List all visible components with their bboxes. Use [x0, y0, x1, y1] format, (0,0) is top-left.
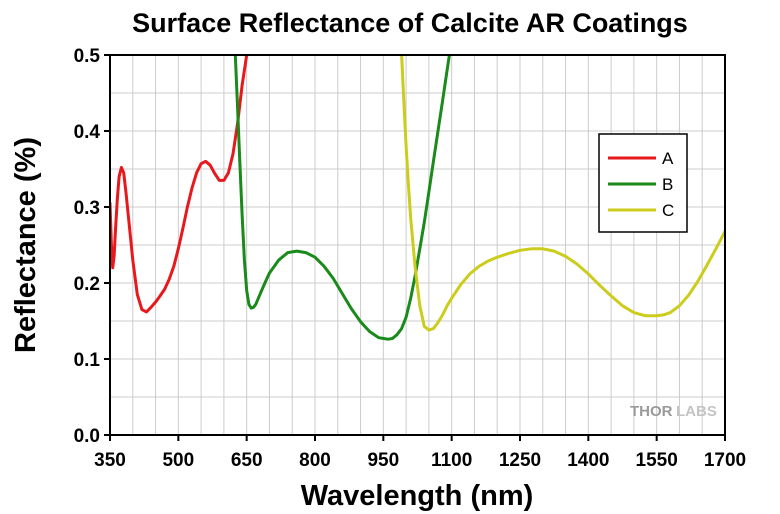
series-line-c: [400, 55, 725, 332]
y-tick-label: 0.5: [74, 46, 101, 67]
y-tick-label: 0.4: [74, 122, 101, 143]
series-lines: [110, 55, 725, 341]
x-tick-label: 950: [367, 450, 399, 471]
y-tick-label: 0.1: [74, 350, 101, 371]
watermark-text-labs: LABS: [676, 403, 717, 420]
x-tick-labels: 350 500 650 800 950 1100 1250 1400 1550 1700: [94, 450, 746, 471]
x-tick-label: 1550: [636, 450, 678, 471]
series-line-a: [110, 55, 249, 314]
y-tick-label: 0.3: [74, 198, 100, 219]
legend-label-c: C: [662, 201, 674, 220]
y-axis-label: Reflectance (%): [10, 137, 42, 353]
y-tick-label: 0.2: [74, 274, 100, 295]
plot-frame: [109, 54, 726, 436]
thorlabs-watermark: THOR LABS: [630, 403, 717, 420]
legend-label-a: A: [662, 149, 674, 168]
x-tick-label: 350: [94, 450, 126, 471]
y-tick-labels: 0.0 0.1 0.2 0.3 0.4 0.5: [74, 46, 101, 447]
x-tick-label: 800: [299, 450, 331, 471]
x-axis-label: Wavelength (nm): [301, 480, 534, 512]
x-tick-label: 1250: [499, 450, 541, 471]
series-line-b: [233, 55, 451, 341]
chart-title: Surface Reflectance of Calcite AR Coatin…: [132, 8, 688, 38]
watermark-text-thor: THOR: [630, 403, 673, 420]
x-tick-label: 500: [162, 450, 194, 471]
y-tick-label: 0.0: [74, 426, 100, 447]
x-tick-label: 1400: [567, 450, 609, 471]
legend-label-b: B: [662, 175, 673, 194]
axis-ticks: [104, 54, 726, 441]
x-tick-label: 650: [231, 450, 263, 471]
x-tick-label: 1100: [431, 450, 472, 471]
grid-lines: [110, 55, 725, 435]
legend: ABC: [598, 133, 688, 233]
x-tick-label: 1700: [704, 450, 746, 471]
